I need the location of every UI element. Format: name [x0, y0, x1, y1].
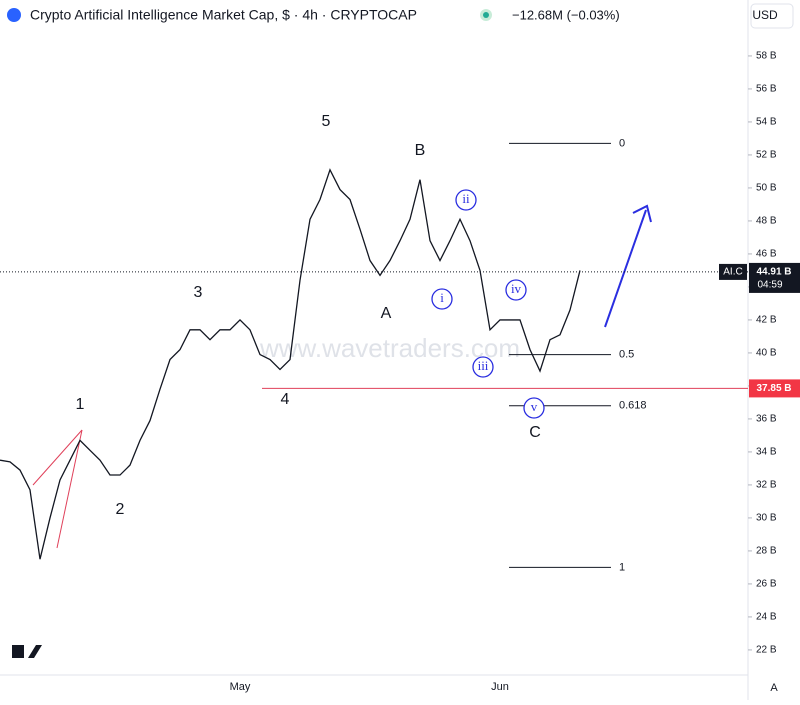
- y-tick-label: 42 B: [756, 315, 777, 326]
- wave-circle: [431, 288, 453, 310]
- symbol-icon: [7, 8, 21, 22]
- price-change: −12.68M (−0.03%): [512, 7, 620, 22]
- y-tick-label: 58 B: [756, 51, 777, 62]
- wave-label: A: [381, 305, 392, 322]
- price-label-bg: [749, 262, 800, 293]
- wave-label: 5: [322, 113, 331, 130]
- wave-circle: [523, 397, 545, 419]
- channel-line: [56, 429, 83, 549]
- y-tick-label: 56 B: [756, 84, 777, 95]
- currency[interactable]: USD: [752, 8, 778, 22]
- x-tick-label: Jun: [491, 681, 509, 693]
- price-label: 44.91 B: [756, 267, 791, 278]
- y-tick-label: 30 B: [756, 513, 777, 524]
- price-line: [0, 168, 581, 560]
- wave-label: iv: [511, 281, 522, 296]
- fib-label: 0.618: [619, 400, 647, 412]
- wave-label: v: [531, 399, 538, 414]
- wave-circle: [472, 356, 494, 378]
- y-tick-label: 54 B: [756, 117, 777, 128]
- y-tick-label: 32 B: [756, 480, 777, 491]
- x-tick-label: May: [230, 681, 251, 693]
- watermark: www.wavetraders.com: [259, 333, 520, 363]
- chart-title: Crypto Artificial Intelligence Market Ca…: [30, 7, 417, 23]
- wave-label: 3: [194, 284, 203, 301]
- wave-label: B: [415, 142, 426, 159]
- price-label: 37.85 B: [756, 383, 791, 394]
- y-tick-label: 28 B: [756, 546, 777, 557]
- arrow-head: [632, 204, 652, 223]
- auto-scale-button[interactable]: A: [770, 682, 778, 694]
- y-tick-label: 22 B: [756, 645, 777, 656]
- y-tick-label: 40 B: [756, 348, 777, 359]
- currency-button[interactable]: [750, 3, 794, 29]
- fib-label: 0.5: [619, 348, 634, 360]
- symbol-tag-bg: [719, 263, 747, 280]
- wave-label: ii: [462, 191, 470, 206]
- wave-label: 4: [281, 391, 290, 408]
- wave-label: iii: [478, 358, 489, 373]
- channel-line: [32, 429, 83, 486]
- y-tick-label: 46 B: [756, 249, 777, 260]
- y-tick-label: 50 B: [756, 183, 777, 194]
- symbol-tag: AI.C: [723, 267, 742, 278]
- wave-circle: [505, 279, 527, 301]
- fib-label: 1: [619, 561, 625, 573]
- arrow: [604, 209, 647, 328]
- y-tick-label: 48 B: [756, 216, 777, 227]
- wave-label: i: [440, 290, 444, 305]
- status-dot: [483, 12, 489, 18]
- fib-label: 0: [619, 137, 625, 149]
- wave-label: 1: [76, 396, 85, 413]
- y-tick-label: 36 B: [756, 414, 777, 425]
- logo: [12, 645, 42, 658]
- y-tick-label: 24 B: [756, 612, 777, 623]
- countdown: 04:59: [757, 280, 782, 291]
- y-tick-label: 26 B: [756, 579, 777, 590]
- wave-circle: [455, 189, 477, 211]
- y-tick-label: 34 B: [756, 447, 777, 458]
- y-tick-label: 52 B: [756, 150, 777, 161]
- wave-label: 2: [116, 501, 125, 518]
- wave-label: C: [529, 424, 541, 441]
- price-label-bg: [749, 379, 800, 398]
